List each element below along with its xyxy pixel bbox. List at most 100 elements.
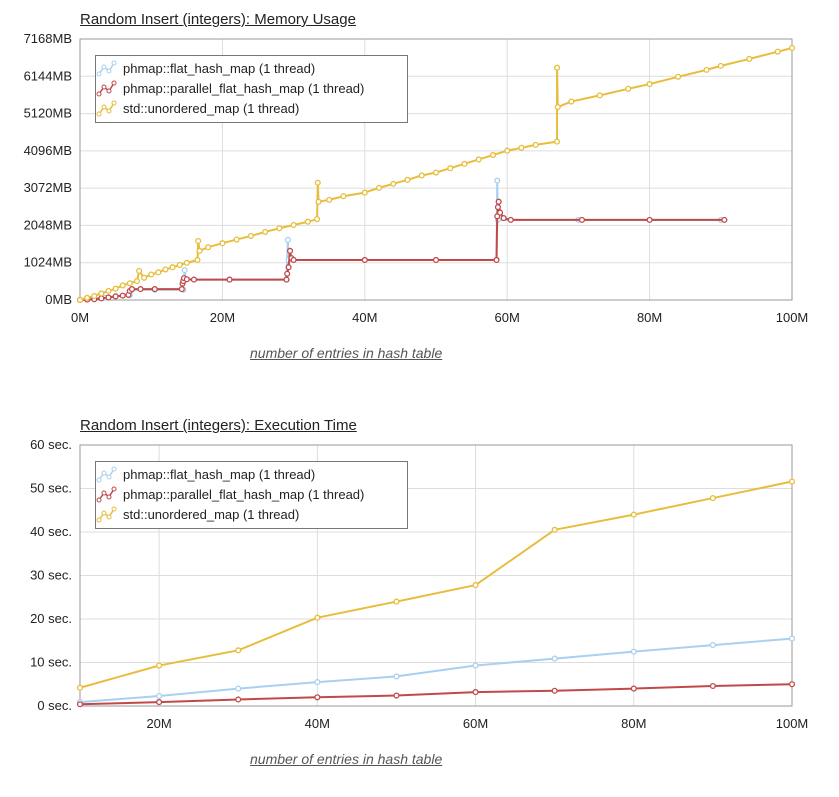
data-point [709, 495, 716, 502]
data-point [196, 247, 203, 254]
data-point [247, 232, 254, 239]
line-series-icon [96, 59, 118, 77]
data-point [489, 152, 497, 159]
y-tick-label: 10 sec. [30, 655, 72, 670]
data-point [286, 247, 294, 254]
data-point [314, 179, 321, 186]
data-point [76, 701, 84, 708]
data-point [551, 655, 558, 662]
legend-item-flat-hash-map[interactable]: phmap::flat_hash_map (1 thread) [96, 58, 407, 78]
data-point [646, 81, 653, 88]
data-point [76, 296, 84, 304]
x-tick-label: 60M [463, 716, 488, 731]
x-tick-label: 0M [71, 310, 89, 325]
legend-item-parallel-flat-hash-map[interactable]: phmap::parallel_flat_hash_map (1 thread) [96, 78, 407, 98]
series-line [79, 637, 793, 704]
y-tick-label: 4096MB [24, 143, 72, 158]
data-point [151, 286, 158, 293]
series-line [79, 200, 725, 301]
data-point [788, 478, 796, 485]
x-tick-label: 80M [637, 310, 662, 325]
series-2 [76, 44, 796, 304]
time-x-axis-label: number of entries in hash table [250, 751, 443, 767]
data-point [284, 236, 291, 243]
data-point [235, 647, 242, 654]
memory-plot[interactable]: 0MB 1024MB 2048MB 3072MB 4096MB 5120MB 6144MB 7… [0, 0, 839, 380]
data-point [126, 280, 133, 287]
legend-item-unordered-map[interactable]: std::unordered_map (1 thread) [96, 504, 407, 524]
data-point [148, 271, 155, 278]
memory-legend: phmap::flat_hash_map (1 thread) phmap::p… [95, 55, 408, 123]
data-point [235, 685, 242, 692]
data-point [314, 614, 321, 621]
data-point [630, 511, 637, 518]
legend-item-unordered-map[interactable]: std::unordered_map (1 thread) [96, 98, 407, 118]
data-point [494, 204, 501, 211]
data-point [596, 92, 603, 99]
series-line [79, 480, 793, 689]
legend-item-flat-hash-map[interactable]: phmap::flat_hash_map (1 thread) [96, 464, 407, 484]
data-point [285, 264, 292, 271]
data-point [326, 196, 333, 203]
data-point [393, 692, 400, 699]
data-point [340, 193, 347, 200]
data-point [500, 215, 507, 222]
data-point [141, 274, 148, 281]
data-point [119, 292, 126, 299]
data-point [91, 292, 98, 300]
x-tick-label: 100M [776, 310, 809, 325]
data-point [195, 237, 202, 245]
data-point [709, 642, 716, 649]
time-legend: phmap::flat_hash_map (1 thread) phmap::p… [95, 461, 408, 529]
data-point [717, 62, 724, 69]
y-tick-label: 20 sec. [30, 611, 72, 626]
data-point [551, 526, 558, 533]
data-point [554, 103, 561, 111]
x-tick-label: 100M [776, 716, 809, 731]
data-point [205, 244, 212, 251]
x-tick-label: 20M [210, 310, 235, 325]
x-tick-label: 40M [352, 310, 377, 325]
line-series-icon [96, 505, 118, 523]
data-point [493, 256, 500, 263]
data-point [472, 582, 479, 589]
data-point [84, 294, 91, 301]
data-point [156, 699, 163, 706]
time-plot[interactable]: 0 sec. 10 sec. 20 sec. 30 sec. 40 sec. 50 sec… [0, 406, 839, 797]
data-point [518, 144, 525, 151]
data-point [497, 209, 504, 216]
series-0 [76, 177, 724, 304]
data-point [136, 267, 143, 274]
legend-label: std::unordered_map (1 thread) [123, 506, 300, 522]
data-point [314, 694, 321, 701]
series-line [79, 179, 721, 301]
y-tick-label: 2048MB [24, 217, 72, 232]
data-point [721, 216, 728, 223]
data-point [532, 141, 539, 148]
data-point [675, 73, 682, 80]
data-point [495, 198, 502, 205]
time-chart-title: Random Insert (integers): Execution Time [80, 417, 357, 434]
data-point [169, 264, 176, 271]
x-tick-label: 40M [305, 716, 330, 731]
data-point [105, 287, 112, 294]
data-point [119, 282, 126, 289]
legend-label: phmap::parallel_flat_hash_map (1 thread) [123, 486, 365, 502]
data-point [475, 156, 482, 163]
data-point [162, 266, 169, 273]
data-point [183, 276, 190, 283]
data-point [746, 55, 753, 63]
data-point [418, 172, 425, 179]
legend-item-parallel-flat-hash-map[interactable]: phmap::parallel_flat_hash_map (1 thread) [96, 484, 407, 504]
data-point [128, 286, 136, 293]
data-point [553, 64, 561, 71]
data-point [176, 261, 183, 269]
data-point [709, 682, 716, 690]
data-point [361, 256, 368, 263]
data-point [404, 176, 411, 183]
plot-frame [79, 38, 793, 301]
y-tick-label: 0 sec. [37, 698, 72, 713]
data-point [290, 221, 297, 229]
data-point [504, 147, 511, 154]
data-point [156, 662, 163, 669]
